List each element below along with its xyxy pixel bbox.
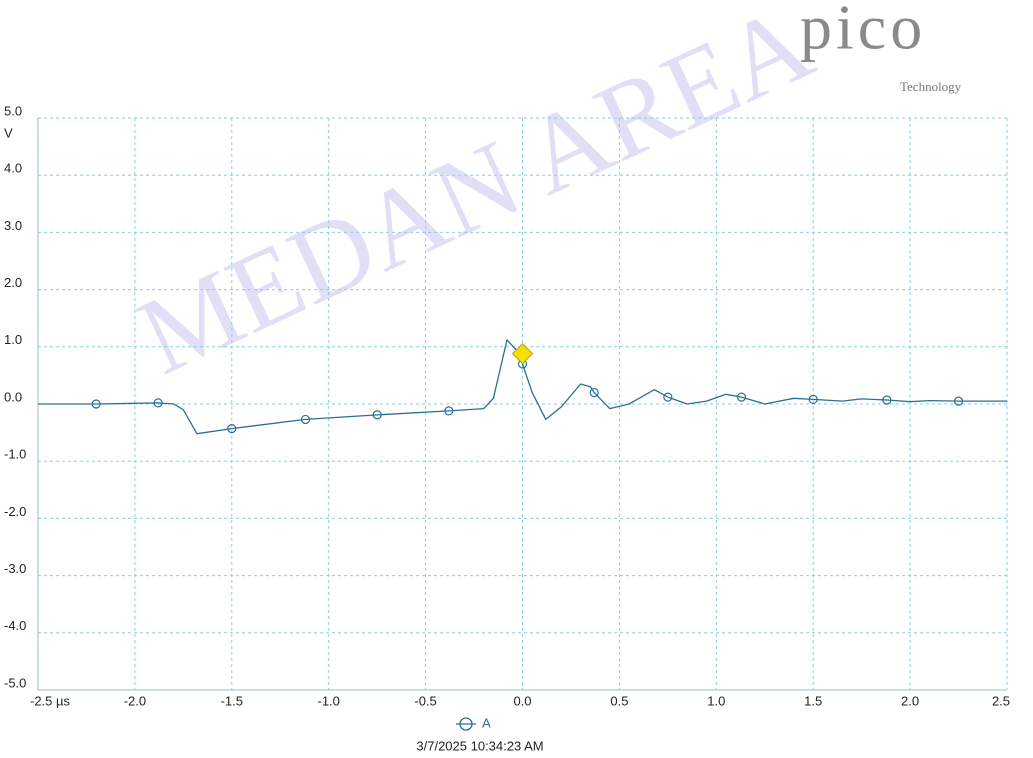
trace-marker bbox=[589, 387, 599, 398]
y-tick-label: -5.0 bbox=[4, 675, 26, 690]
y-tick-label: 1.0 bbox=[4, 332, 22, 347]
y-tick-label: 3.0 bbox=[4, 218, 22, 233]
y-tick-label: -4.0 bbox=[4, 618, 26, 633]
x-tick-label: -2.5 µs bbox=[30, 693, 71, 708]
trace-marker bbox=[91, 399, 101, 409]
timestamp: 3/7/2025 10:34:23 AM bbox=[416, 738, 543, 753]
trace-marker bbox=[300, 414, 311, 425]
x-tick-label: 2.0 bbox=[901, 693, 919, 708]
trigger-marker bbox=[511, 342, 534, 365]
watermark: MEDAN AREA bbox=[121, 0, 829, 398]
trace-marker bbox=[227, 423, 237, 434]
y-tick-label: -2.0 bbox=[4, 504, 26, 519]
x-tick-label: 0.5 bbox=[610, 693, 628, 708]
y-tick-label: 5.0 bbox=[4, 103, 22, 118]
logo-tagline: Technology bbox=[900, 79, 962, 94]
trace bbox=[38, 339, 1007, 435]
x-tick-label: -1.5 bbox=[221, 693, 243, 708]
x-tick-label: 1.5 bbox=[804, 693, 822, 708]
y-tick-label: 4.0 bbox=[4, 161, 22, 176]
y-unit: V bbox=[4, 125, 13, 140]
x-tick-label: 1.0 bbox=[707, 693, 725, 708]
trace-marker bbox=[953, 396, 964, 406]
y-tick-label: -1.0 bbox=[4, 447, 26, 462]
x-tick-label: -0.5 bbox=[414, 693, 436, 708]
y-tick-label: -3.0 bbox=[4, 561, 26, 576]
trace-marker bbox=[808, 394, 818, 405]
x-tick-label: -2.0 bbox=[124, 693, 146, 708]
trace-marker bbox=[153, 398, 163, 408]
trace-marker bbox=[882, 395, 892, 405]
trace-marker bbox=[663, 392, 673, 402]
trace-marker bbox=[372, 410, 382, 420]
x-tick-label: 0.0 bbox=[513, 693, 531, 708]
trace-marker bbox=[444, 406, 454, 416]
y-tick-label: 2.0 bbox=[4, 275, 22, 290]
legend-label: A bbox=[482, 715, 491, 730]
x-tick-label: 2.5 bbox=[992, 693, 1010, 708]
logo-brand: pico bbox=[800, 0, 926, 63]
y-tick-label: 0.0 bbox=[4, 389, 22, 404]
x-tick-label: -1.0 bbox=[317, 693, 339, 708]
trace-marker bbox=[736, 392, 747, 402]
